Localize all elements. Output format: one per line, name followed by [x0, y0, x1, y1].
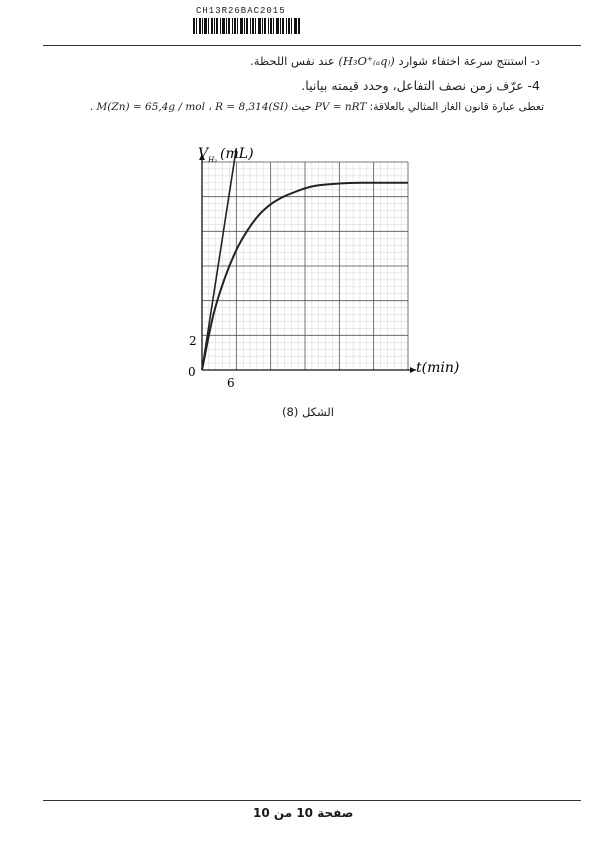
y-axis-arrow [199, 154, 205, 160]
y-tick-label: 2 [189, 334, 197, 348]
x-axis-arrow [410, 367, 416, 373]
bottom-rule [43, 800, 581, 801]
series-layer [201, 148, 408, 371]
footer-page-label: صفحة [317, 806, 354, 820]
figure-caption: الشكل (8) [282, 405, 334, 419]
gas-constant: R = 8,314(SI) [215, 101, 289, 113]
barcode [193, 18, 300, 34]
gas-law-separator: ، [208, 101, 212, 113]
footer-page-total: 10 [253, 806, 270, 820]
gas-law-line: تعطى عبارة قانون الغاز المثالي بالعلاقة:… [90, 101, 544, 113]
question-4-text: عرّف زمن نصف التفاعل، وحدد قيمته بيانيا. [301, 78, 524, 93]
zinc-molar-mass: M(Zn) = 65,4g / mol [96, 101, 205, 113]
x-axis-label: t(min) [416, 360, 459, 376]
question-d-prefix: د- [530, 54, 540, 68]
footer-page-num: 10 [296, 806, 314, 820]
gas-law-formula: PV = nRT [314, 101, 367, 113]
volume-curve [201, 181, 408, 371]
volume-time-chart: VH₂ (mL) t(min) 0 2 6 [188, 146, 459, 390]
top-rule [43, 45, 581, 46]
question-d-text-2: عند نفس اللحظة. [250, 54, 335, 68]
footer-of-label: من [273, 806, 293, 820]
grid-major [201, 161, 409, 371]
page-footer: صفحة 10 من 10 [253, 806, 353, 820]
question-4: 4- عرّف زمن نصف التفاعل، وحدد قيمته بيان… [301, 78, 540, 93]
gas-law-where: حيث [291, 101, 312, 113]
question-4-prefix: 4- [527, 78, 540, 93]
gas-law-text: تعطى عبارة قانون الغاز المثالي بالعلاقة: [369, 101, 544, 113]
barcode-code: CH13R26BAC2015 [196, 6, 286, 16]
origin-label: 0 [188, 365, 196, 379]
figure-8-graph: VH₂ (mL) t(min) 0 2 6 [180, 140, 480, 400]
x-tick-label: 6 [227, 376, 235, 390]
hydronium-formula: (H₃O⁺₍ₐq₎) [338, 54, 395, 68]
axes [199, 154, 416, 373]
question-d-text-1: استنتج سرعة اختفاء شوارد [398, 54, 528, 68]
gas-law-end: . [89, 101, 94, 113]
y-axis-label: VH₂ (mL) [198, 146, 254, 164]
question-d: د- استنتج سرعة اختفاء شوارد (H₃O⁺₍ₐq₎) ع… [250, 54, 540, 68]
tangent-line [201, 148, 238, 371]
